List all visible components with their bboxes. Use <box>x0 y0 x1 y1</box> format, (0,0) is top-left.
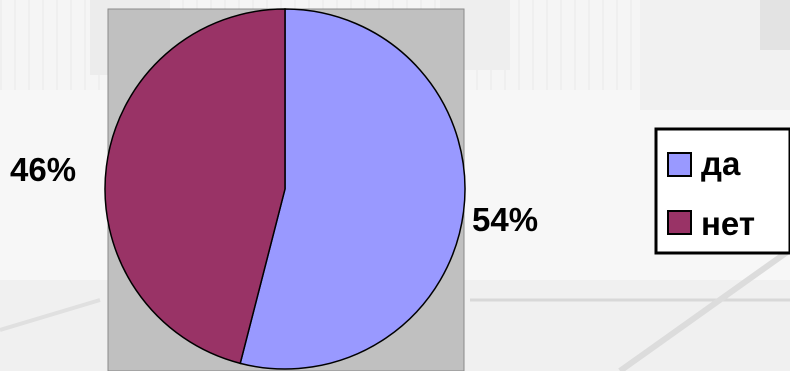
data-label-da: 54% <box>472 201 538 238</box>
pie-slice-net <box>104 8 286 365</box>
pie-slices <box>104 8 466 370</box>
legend-label-net: нет <box>701 205 755 242</box>
pie-slice-da <box>239 8 466 370</box>
legend-label-da: да <box>701 145 741 182</box>
legend-swatch-net <box>667 210 692 235</box>
legend-swatch-da <box>667 152 692 177</box>
legend: да нет <box>654 127 790 255</box>
legend-box <box>654 127 790 255</box>
data-label-net: 46% <box>10 151 76 188</box>
